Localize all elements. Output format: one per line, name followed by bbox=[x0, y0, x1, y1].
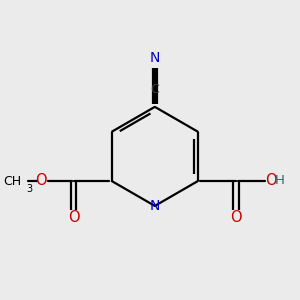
Text: H: H bbox=[275, 174, 285, 187]
Text: O: O bbox=[265, 173, 276, 188]
Text: N: N bbox=[150, 199, 160, 213]
Text: C: C bbox=[151, 83, 159, 96]
Text: CH: CH bbox=[3, 175, 22, 188]
Text: 3: 3 bbox=[26, 184, 32, 194]
Text: O: O bbox=[230, 210, 242, 225]
Text: O: O bbox=[35, 173, 46, 188]
Text: N: N bbox=[150, 51, 160, 65]
Text: O: O bbox=[68, 210, 80, 225]
